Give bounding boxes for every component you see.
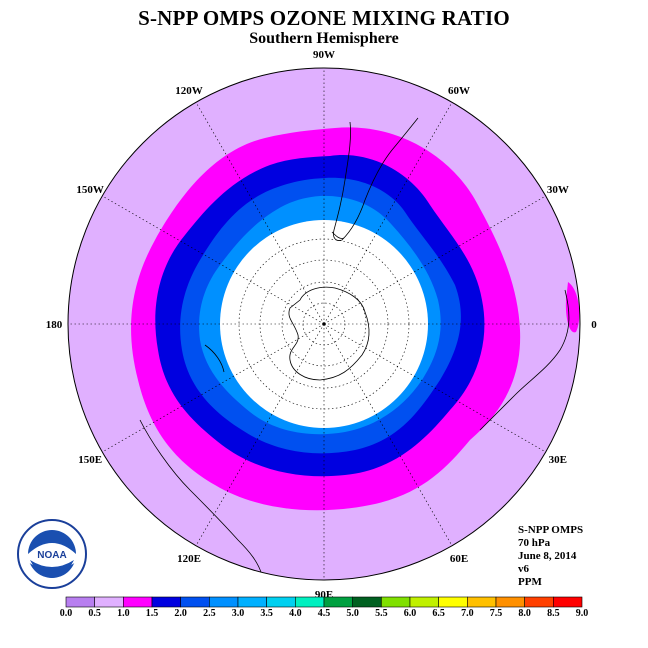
new-zealand-coast [204,344,225,373]
colorbar-swatch [94,596,124,608]
meridian-line [195,323,325,546]
colorbar-tick-label: 3.0 [231,608,245,619]
meridian-line [323,195,546,325]
longitude-label: 120W [175,85,203,97]
longitude-label: 180 [46,319,63,331]
coastlines [139,117,570,576]
longitude-label: 60E [450,553,468,565]
longitude-label: 90W [313,49,335,61]
colorbar-tick-label: 1.0 [117,608,130,619]
colorbar-swatch [151,596,181,608]
colorbar-swatch [524,596,554,608]
antarctica-coast [288,286,370,381]
meridian-line [323,323,453,546]
colorbar-swatch [295,596,325,608]
colorbar-swatch [123,596,153,608]
colorbar-tick-label: 6.0 [403,608,417,619]
colorbar-swatch [553,596,583,608]
colorbar-tick-label: 2.0 [174,608,187,619]
meridian-line [323,323,546,453]
map-subtitle: Southern Hemisphere [249,30,399,47]
colorbar-swatch [266,596,296,608]
colorbar-swatch [209,596,239,608]
longitude-label: 30E [549,454,567,466]
info-units: PPM [518,576,542,588]
colorbar-tick-label: 8.0 [518,608,531,619]
colorbar [65,596,583,608]
colorbar-tick-label: 0.0 [59,608,73,619]
colorbar-tick-label: 0.5 [88,608,101,619]
colorbar-swatch [352,596,382,608]
south-america-tip [331,231,345,239]
australia-coast [139,419,263,576]
meridian-line [102,323,325,453]
colorbar-swatch [438,596,468,608]
colorbar-swatch [467,596,497,608]
colorbar-tick-label: 2.5 [203,608,216,619]
colorbar-tick-label: 8.5 [547,608,560,619]
colorbar-tick-label: 6.5 [432,608,445,619]
africa-coast [479,289,570,431]
south-pole-marker [322,322,326,326]
info-date: June 8, 2014 [518,550,577,562]
colorbar-tick-label: 4.5 [317,608,331,619]
colorbar-tick-label: 3.5 [260,608,273,619]
colorbar-tick-label: 5.0 [346,608,359,619]
colorbar-swatch [237,596,267,608]
info-panel: S-NPP OMPS 70 hPa June 8, 2014 v6 PPM [518,524,583,589]
meridian-line [195,102,325,325]
colorbar-tick-label: 1.5 [145,608,159,619]
south-america-coast [333,117,419,241]
info-level: 70 hPa [518,537,551,549]
colorbar-swatch [495,596,525,608]
meridian-line [102,195,325,325]
longitude-label: 60W [448,85,470,97]
map-boundary [67,67,581,581]
colorbar-swatch [180,596,210,608]
colorbar-swatch [323,596,353,608]
noaa-logo: NOAA [17,519,87,589]
longitude-label: 150E [78,454,102,466]
colorbar-tick-label: 4.0 [289,608,302,619]
longitude-label: 120E [177,553,201,565]
colorbar-tick-label: 7.0 [461,608,474,619]
meridian-lines [68,68,580,580]
meridian-line [323,102,453,325]
colorbar-swatch [409,596,439,608]
info-instrument: S-NPP OMPS [518,524,584,536]
colorbar-tick-label: 7.5 [489,608,503,619]
colorbar-swatch [381,596,411,608]
colorbar-tick-label: 5.5 [375,608,388,619]
longitude-label: 30W [547,184,569,196]
map-title: S-NPP OMPS OZONE MIXING RATIO [138,6,510,30]
logo-text: NOAA [37,550,66,561]
longitude-label: 150W [76,184,104,196]
colorbar-swatch [65,596,95,608]
longitude-label: 0 [591,319,597,331]
info-version: v6 [518,563,529,575]
colorbar-tick-label: 9.0 [575,608,589,619]
